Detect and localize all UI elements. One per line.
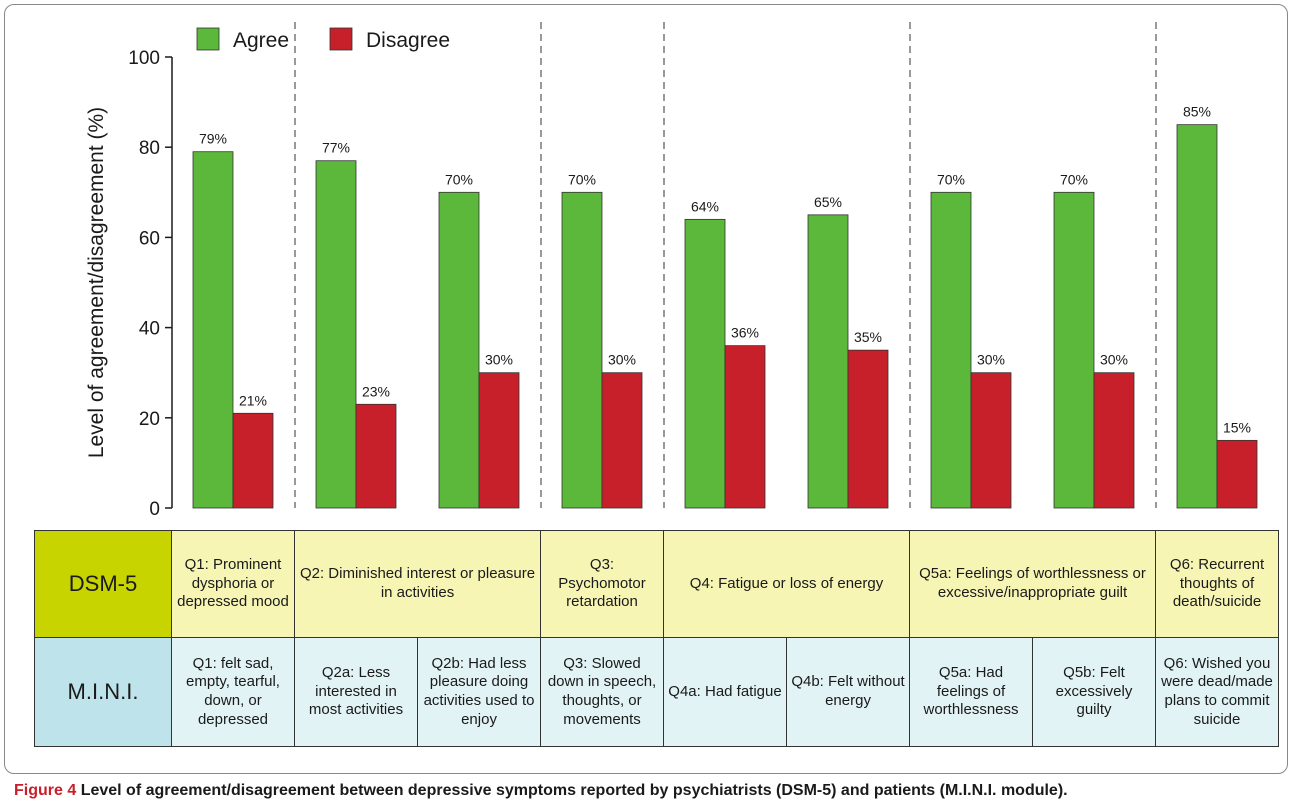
data-label-agree-q2b: 70% — [445, 171, 473, 187]
bar-disagree-q2b — [478, 372, 520, 509]
bar-chart: 0 20 40 60 80 100 Level of agreement/disagreem… — [85, 22, 1258, 520]
data-label-agree-q2a: 77% — [322, 140, 350, 156]
data-label-agree-q5b: 70% — [1060, 171, 1088, 187]
figure-frame — [4, 4, 1288, 774]
caption-text: Level of agreement/disagreement between … — [80, 782, 1068, 799]
y-tick-label: 0 — [149, 499, 160, 520]
mini-cell-q5b: Q5b: Felt excessively guilty — [1032, 637, 1157, 747]
bar-agree-q4b — [807, 214, 849, 509]
mini-cell-q4a: Q4a: Had fatigue — [663, 637, 788, 747]
bar-agree-q5a — [930, 191, 972, 509]
legend-swatch-disagree — [329, 27, 353, 51]
bar-disagree-q3 — [601, 372, 643, 509]
bar-disagree-q5b — [1093, 372, 1135, 509]
bar-agree-q4a — [684, 218, 726, 509]
figure-caption: Figure 4 Level of agreement/disagreement… — [14, 782, 1068, 800]
y-tick-label: 60 — [139, 228, 160, 249]
data-label-disagree-q6: 15% — [1223, 419, 1251, 435]
y-tick-label: 40 — [139, 319, 160, 340]
data-label-agree-q4a: 64% — [691, 198, 719, 214]
dsm-cell-q2: Q2: Diminished interest or pleasure in a… — [293, 530, 542, 638]
mini-cell-q1: Q1: felt sad, empty, tearful, down, or d… — [171, 637, 295, 747]
bar-agree-q5b — [1053, 191, 1095, 509]
dsm-row: DSM-5 Q1: Prominent dysphoria or depress… — [34, 530, 1280, 638]
bar-disagree-q4b — [847, 349, 889, 509]
caption-label: Figure 4 — [14, 782, 77, 799]
mini-cell-q2b: Q2b: Had less pleasure doing activities … — [416, 637, 542, 747]
legend-label-disagree: Disagree — [366, 29, 450, 52]
mini-cell-q2a: Q2a: Less interested in most activities — [294, 637, 418, 747]
y-tick-label: 20 — [139, 409, 160, 430]
dsm-cell-q4: Q4: Fatigue or loss of energy — [663, 530, 911, 638]
data-label-agree-q4b: 65% — [814, 194, 842, 210]
bar-agree-q2a — [315, 160, 357, 509]
bar-disagree-q2a — [355, 403, 397, 509]
dsm-cell-q5: Q5a: Feelings of worthlessness or excess… — [909, 530, 1157, 638]
data-label-disagree-q5b: 30% — [1100, 352, 1128, 368]
dsm-cell-q6: Q6: Recurrent thoughts of death/suicide — [1155, 530, 1280, 638]
dsm-row-header: DSM-5 — [34, 530, 172, 638]
data-label-agree-q1: 79% — [199, 131, 227, 147]
mini-row-header: M.I.N.I. — [34, 637, 172, 747]
mini-row: M.I.N.I. Q1: felt sad, empty, tearful, d… — [34, 637, 1280, 747]
mini-cell-q3: Q3: Slowed down in speech, thoughts, or … — [540, 637, 665, 747]
bar-disagree-q1 — [232, 412, 274, 509]
mini-cell-q6: Q6: Wished you were dead/made plans to c… — [1155, 637, 1280, 747]
data-label-disagree-q4b: 35% — [854, 329, 882, 345]
data-label-agree-q5a: 70% — [937, 171, 965, 187]
y-axis-label: Level of agreement/disagreement (%) — [85, 107, 108, 458]
data-label-disagree-q1: 21% — [239, 392, 267, 408]
bar-agree-q2b — [438, 191, 480, 509]
bar-disagree-q5a — [970, 372, 1012, 509]
symptom-table: DSM-5 Q1: Prominent dysphoria or depress… — [34, 530, 1280, 747]
bar-agree-q6 — [1176, 124, 1218, 509]
data-label-agree-q3: 70% — [568, 171, 596, 187]
dsm-cell-q1: Q1: Prominent dysphoria or depressed moo… — [171, 530, 295, 638]
mini-cell-q5a: Q5a: Had feelings of worthlessness — [909, 637, 1034, 747]
data-label-disagree-q5a: 30% — [977, 352, 1005, 368]
legend-label-agree: Agree — [233, 29, 289, 52]
y-tick-label: 100 — [128, 48, 160, 69]
bar-disagree-q6 — [1216, 439, 1258, 509]
data-label-agree-q6: 85% — [1183, 104, 1211, 120]
legend-swatch-agree — [196, 27, 220, 51]
bar-disagree-q4a — [724, 345, 766, 509]
data-label-disagree-q3: 30% — [608, 352, 636, 368]
data-label-disagree-q2b: 30% — [485, 352, 513, 368]
dsm-cell-q3: Q3: Psychomotor retardation — [540, 530, 665, 638]
data-label-disagree-q2a: 23% — [362, 383, 390, 399]
y-tick-label: 80 — [139, 138, 160, 159]
bar-agree-q1 — [192, 151, 234, 509]
data-label-disagree-q4a: 36% — [731, 325, 759, 341]
bar-agree-q3 — [561, 191, 603, 509]
mini-cell-q4b: Q4b: Felt without energy — [786, 637, 911, 747]
